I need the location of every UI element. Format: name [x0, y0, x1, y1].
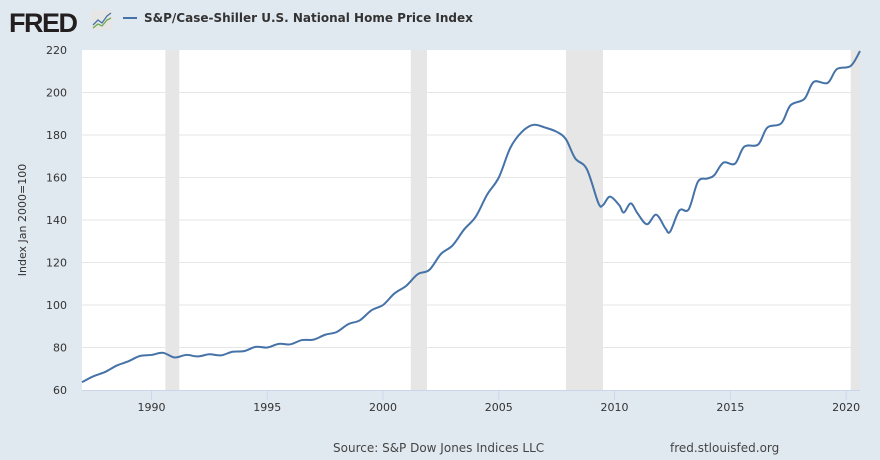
- x-tick-label: 2020: [832, 401, 860, 414]
- y-tick-label: 220: [46, 44, 67, 57]
- y-tick-label: 180: [46, 129, 67, 142]
- x-tick-label: 1995: [253, 401, 281, 414]
- y-tick-label: 160: [46, 172, 67, 185]
- y-tick-label: 120: [46, 257, 67, 270]
- site-link[interactable]: fred.stlouisfed.org: [670, 441, 780, 455]
- x-tick-label: 2000: [369, 401, 397, 414]
- fred-graph-icon: [91, 10, 113, 30]
- source-text: Source: S&P Dow Jones Indices LLC: [333, 441, 545, 455]
- y-tick-label: 200: [46, 87, 67, 100]
- legend-label: S&P/Case-Shiller U.S. National Home Pric…: [144, 11, 473, 25]
- x-tick-label: 1990: [137, 401, 165, 414]
- x-tick-label: 2015: [716, 401, 744, 414]
- y-tick-label: 80: [53, 342, 67, 355]
- x-tick-label: 2010: [601, 401, 629, 414]
- x-tick-label: 2005: [485, 401, 513, 414]
- fred-logo[interactable]: FRED: [9, 8, 78, 38]
- legend-swatch: [123, 17, 137, 19]
- y-axis-label: Index Jan 2000=100: [16, 164, 29, 276]
- y-tick-label: 100: [46, 299, 67, 312]
- legend: S&P/Case-Shiller U.S. National Home Pric…: [123, 11, 473, 25]
- y-tick-label: 140: [46, 214, 67, 227]
- series-line: [81, 50, 861, 384]
- y-tick-label: 60: [53, 384, 67, 397]
